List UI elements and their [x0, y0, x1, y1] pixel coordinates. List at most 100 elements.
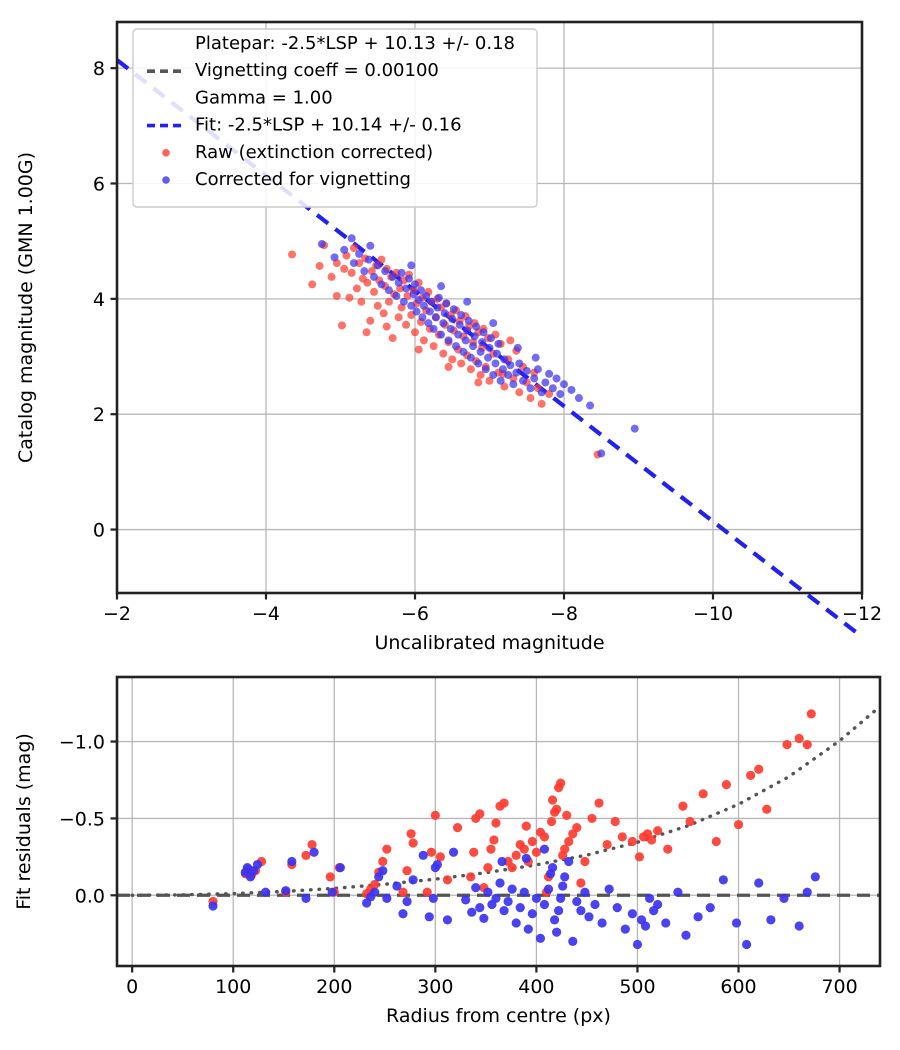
data-point	[572, 823, 582, 833]
data-point	[471, 883, 481, 893]
data-point	[288, 250, 297, 259]
data-point	[503, 896, 513, 907]
data-point	[307, 839, 317, 850]
data-point	[602, 839, 612, 850]
data-point	[475, 809, 485, 819]
data-point	[399, 297, 408, 306]
data-point	[457, 311, 466, 319]
data-point	[681, 930, 691, 940]
data-point	[260, 887, 271, 897]
data-point	[554, 906, 564, 916]
data-point	[754, 764, 764, 774]
data-point	[485, 376, 494, 385]
data-point	[301, 893, 311, 903]
data-point	[572, 896, 582, 907]
data-point	[587, 813, 597, 824]
data-point	[693, 912, 703, 922]
data-point	[521, 853, 531, 863]
data-point	[484, 353, 493, 362]
data-point	[560, 872, 570, 882]
data-point	[449, 305, 458, 314]
legend: Platepar: -2.5*LSP + 10.13 +/- 0.18 Vigne…	[132, 28, 538, 208]
data-point	[466, 365, 475, 374]
data-point	[430, 863, 440, 873]
data-point	[731, 918, 742, 928]
y-tick-label: 0	[93, 520, 105, 542]
data-point	[406, 829, 416, 839]
data-point	[381, 267, 390, 276]
data-point	[370, 287, 379, 296]
data-point	[543, 884, 554, 894]
data-point	[373, 301, 382, 310]
data-point	[378, 856, 388, 867]
data-point	[347, 268, 356, 277]
data-point	[366, 316, 375, 325]
data-point	[562, 810, 572, 820]
data-point	[661, 918, 671, 928]
data-point	[537, 399, 546, 408]
data-point	[549, 915, 560, 925]
data-point	[806, 709, 816, 719]
data-point	[402, 320, 411, 329]
data-point	[481, 365, 490, 374]
data-point	[439, 319, 448, 328]
data-point	[384, 286, 393, 295]
x-tick-label: 100	[215, 976, 251, 998]
data-point	[632, 939, 643, 950]
data-point	[526, 394, 535, 403]
data-point	[511, 850, 521, 860]
data-point	[378, 866, 388, 876]
legend-item-label: Corrected for vignetting	[195, 169, 411, 190]
data-point	[541, 378, 550, 387]
data-point	[509, 380, 518, 389]
data-point	[357, 297, 366, 306]
data-point	[486, 844, 496, 854]
data-point	[398, 909, 408, 919]
data-point	[794, 733, 804, 744]
data-point	[349, 259, 358, 268]
data-point	[527, 836, 537, 847]
data-point	[500, 355, 509, 364]
data-point	[408, 838, 418, 848]
data-point	[287, 856, 297, 867]
data-point	[496, 376, 505, 385]
legend-item: Raw (extinction corrected)	[162, 142, 433, 163]
data-point	[444, 336, 453, 345]
data-point	[429, 342, 438, 351]
data-point	[515, 388, 524, 397]
data-point	[418, 850, 428, 860]
legend-dot-swatch	[162, 149, 170, 157]
data-point	[411, 328, 419, 337]
data-point	[448, 355, 457, 364]
data-point	[461, 895, 471, 905]
data-point	[370, 879, 380, 890]
data-point	[497, 856, 507, 867]
legend-box	[132, 28, 538, 208]
data-point	[439, 349, 448, 358]
data-point	[392, 881, 402, 891]
data-point	[452, 823, 463, 833]
x-tick-label: −10	[693, 603, 733, 625]
data-point	[469, 847, 479, 857]
data-point	[384, 297, 393, 306]
data-point	[397, 268, 406, 277]
data-point	[402, 896, 412, 907]
data-point	[506, 361, 515, 370]
data-point	[308, 280, 317, 289]
data-point	[362, 328, 371, 337]
data-point	[584, 912, 594, 922]
data-point	[766, 915, 776, 925]
data-point	[491, 893, 501, 903]
data-point	[474, 359, 483, 368]
data-point	[576, 878, 586, 888]
data-point	[427, 297, 436, 306]
data-point	[479, 913, 489, 923]
data-point	[419, 336, 428, 345]
data-point	[644, 893, 655, 903]
data-point	[325, 872, 335, 882]
legend-dot-swatch	[162, 176, 170, 184]
data-point	[392, 291, 401, 300]
data-point	[345, 293, 354, 302]
data-point	[330, 253, 339, 262]
